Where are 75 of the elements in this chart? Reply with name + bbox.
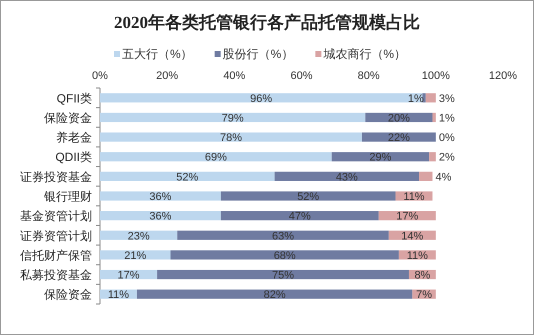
data-label: 7% xyxy=(416,289,432,302)
chart-title: 2020年各类托管银行各产品托管规模占比 xyxy=(114,13,420,32)
bar xyxy=(100,152,332,162)
bar xyxy=(220,211,379,220)
data-label: 29% xyxy=(369,152,392,164)
legend-label: 五大行（%） xyxy=(122,47,193,61)
data-label: 11% xyxy=(406,250,428,262)
data-label: 52% xyxy=(176,171,199,184)
x-tick-label: 80% xyxy=(358,70,380,82)
bar xyxy=(100,230,178,240)
bar xyxy=(170,250,399,260)
y-tick-label: 银行理财 xyxy=(43,190,92,204)
data-label: 8% xyxy=(414,270,431,282)
legend-label: 股份行（%） xyxy=(222,47,294,61)
data-label: 96% xyxy=(250,92,272,105)
data-label: 82% xyxy=(264,289,286,302)
data-label: 2% xyxy=(438,152,455,164)
x-tick-label: 40% xyxy=(223,70,246,82)
y-tick-label: 私募投资基金 xyxy=(20,268,92,282)
x-tick-label: 0% xyxy=(92,70,108,82)
bar xyxy=(429,152,436,162)
bar xyxy=(220,191,396,201)
bar xyxy=(332,152,430,162)
bar xyxy=(100,211,221,220)
y-tick-label: 信托财产保管 xyxy=(20,248,92,262)
x-tick-label: 20% xyxy=(156,70,178,82)
x-tick-label: 60% xyxy=(290,70,313,82)
data-label: 47% xyxy=(288,210,312,223)
data-label: 63% xyxy=(272,230,294,242)
y-tick-label: QDII类 xyxy=(55,150,92,164)
data-label: 0% xyxy=(438,132,455,144)
bar xyxy=(177,230,389,240)
data-label: 4% xyxy=(435,171,452,184)
data-label: 36% xyxy=(149,191,172,203)
y-tick-label: 证券投资基金 xyxy=(20,170,92,184)
data-label: 17% xyxy=(396,210,419,223)
data-label: 36% xyxy=(149,210,172,223)
data-label: 17% xyxy=(118,270,140,282)
bar xyxy=(157,270,409,280)
bar xyxy=(426,93,436,102)
data-label: 52% xyxy=(297,191,320,203)
y-tick-label: QFII类 xyxy=(56,91,92,106)
data-label: 1% xyxy=(438,112,455,124)
data-label: 11% xyxy=(108,289,130,302)
data-label: 14% xyxy=(401,230,424,242)
data-label: 20% xyxy=(388,112,410,124)
y-tick-label: 养老金 xyxy=(56,130,92,145)
bar xyxy=(100,172,275,181)
data-label: 75% xyxy=(272,270,294,282)
x-tick-label: 100% xyxy=(422,70,450,82)
y-tick-label: 保险资金 xyxy=(44,288,92,302)
data-label: 68% xyxy=(274,250,296,262)
data-label: 79% xyxy=(222,112,244,124)
data-label: 3% xyxy=(438,92,455,105)
bar xyxy=(422,93,426,102)
bar xyxy=(432,112,436,122)
data-label: 1% xyxy=(408,92,424,105)
bar xyxy=(274,172,420,181)
legend-label: 城农商行（%） xyxy=(322,47,406,61)
bar xyxy=(100,132,362,142)
x-tick-label: 120% xyxy=(488,70,518,82)
data-label: 69% xyxy=(204,152,228,164)
bar xyxy=(100,93,422,102)
data-label: 11% xyxy=(403,191,425,203)
data-label: 43% xyxy=(336,171,358,184)
bar xyxy=(419,172,432,181)
bar xyxy=(100,112,366,122)
y-tick-label: 证券资管计划 xyxy=(20,228,92,243)
y-tick-label: 保险资金 xyxy=(44,110,92,125)
data-label: 23% xyxy=(128,230,150,242)
data-label: 78% xyxy=(220,132,242,144)
y-tick-label: 基金资管计划 xyxy=(20,209,92,224)
data-label: 21% xyxy=(124,250,146,262)
data-label: 22% xyxy=(388,132,410,144)
bar xyxy=(136,290,412,299)
